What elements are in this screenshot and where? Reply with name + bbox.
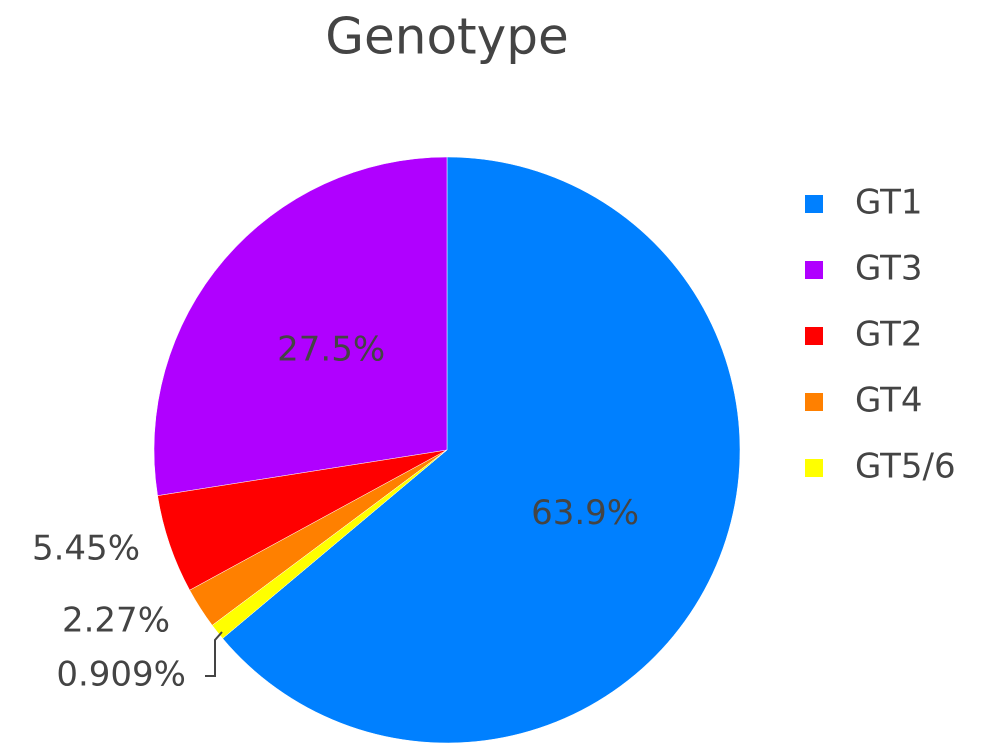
legend-swatch: [805, 195, 823, 213]
leader-line: [205, 631, 223, 677]
pie-slice: [222, 156, 741, 743]
legend-swatch: [805, 261, 823, 279]
pie-slice: [211, 449, 448, 639]
data-label: 2.27%: [62, 601, 170, 641]
data-label: 63.9%: [531, 493, 639, 533]
legend-label: GT2: [855, 315, 923, 355]
legend-label: GT3: [855, 249, 923, 289]
data-label: 27.5%: [277, 330, 385, 370]
legend-label: GT1: [855, 183, 923, 223]
chart-title: Genotype: [325, 8, 568, 66]
legend-label: GT4: [855, 381, 923, 421]
legend-swatch: [805, 459, 823, 477]
legend-swatch: [805, 393, 823, 411]
pie-slice: [153, 156, 448, 496]
data-label: 0.909%: [56, 655, 186, 695]
legend-swatch: [805, 327, 823, 345]
data-label: 5.45%: [32, 529, 140, 569]
legend-label: GT5/6: [855, 447, 956, 487]
